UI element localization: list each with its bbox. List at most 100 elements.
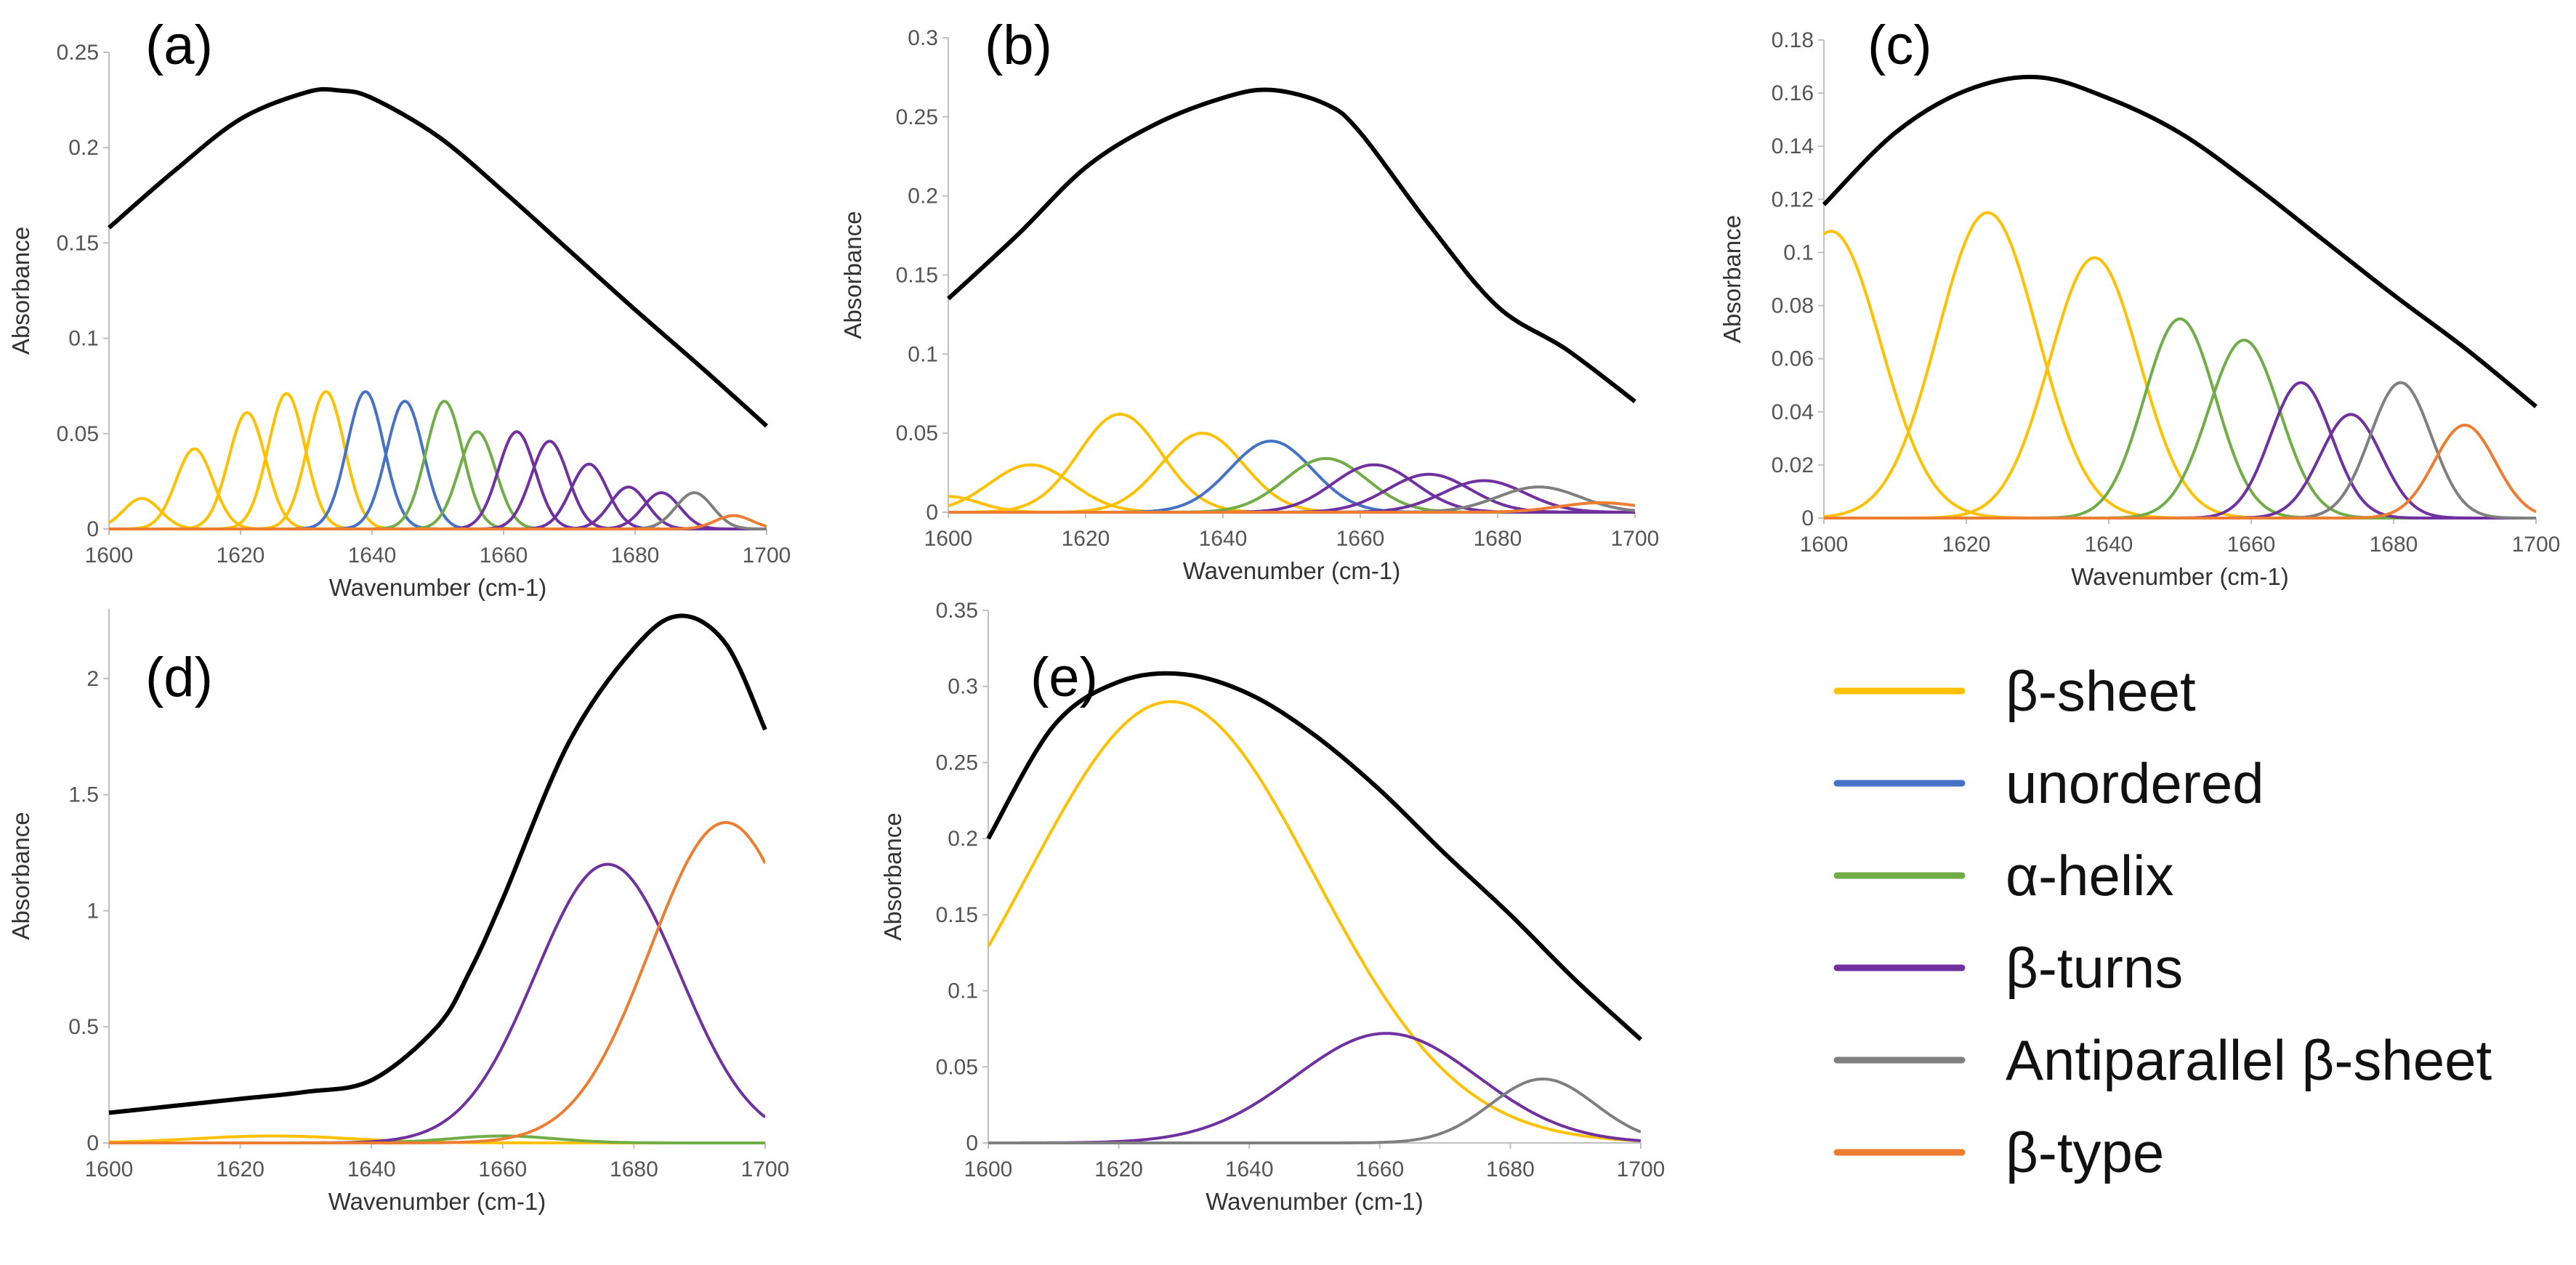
x-tick-label: 1600 (85, 543, 134, 567)
y-tick-label: 0.25 (936, 751, 978, 775)
x-tick-label: 1680 (1486, 1157, 1535, 1181)
x-tick-label: 1660 (480, 543, 528, 567)
chart-panel-b: 0 0.05 0.1 0.15 0.2 0.25 0.3 1600 1620 1640 1660 16… (839, 15, 1659, 584)
total-spectrum-curve (1822, 74, 2537, 408)
panel-label: (d) (145, 647, 213, 708)
component-curve-alpha-helix (1824, 317, 2536, 520)
component-curve-beta-type (1824, 424, 2536, 520)
x-axis-label: Wavenumber (cm-1) (328, 1188, 546, 1215)
x-tick-label: 1640 (2085, 533, 2133, 557)
x-tick-label: 1700 (743, 543, 791, 567)
y-tick-label: 0.18 (1772, 28, 1814, 52)
total-spectrum-curve (108, 86, 769, 428)
legend-item: β-sheet (1833, 659, 2196, 723)
y-tick-label: 0.3 (948, 675, 978, 699)
panel-label: (c) (1868, 15, 1932, 76)
x-tick-label: 1640 (1225, 1157, 1274, 1181)
legend-label: β-sheet (2006, 659, 2196, 723)
x-tick-label: 1620 (1094, 1157, 1143, 1181)
series-group (109, 820, 765, 1144)
x-tick-label: 1620 (216, 1157, 265, 1181)
x-tick-label: 1700 (2512, 533, 2561, 557)
component-curve-antiparallel (988, 1077, 1641, 1144)
component-curve-beta-type (109, 514, 767, 530)
x-tick-label: 1680 (2370, 533, 2418, 557)
y-tick-label: 1 (86, 899, 99, 923)
x-tick-label: 1700 (1611, 527, 1660, 551)
y-tick-label: 0.15 (57, 231, 99, 255)
series-group (948, 412, 1635, 514)
y-tick-label: 0.05 (57, 422, 99, 446)
x-axis-label: Wavenumber (cm-1) (1206, 1188, 1424, 1215)
component-curve-beta-sheet (988, 700, 1641, 1143)
legend-item: unordered (1833, 751, 2264, 815)
x-tick-label: 1620 (217, 543, 265, 567)
y-tick-label: 0 (966, 1131, 978, 1155)
y-tick-label: 0.05 (936, 1055, 978, 1079)
x-tick-label: 1680 (611, 543, 660, 567)
y-tick-label: 0.35 (936, 599, 978, 623)
y-axis-label: Absorbance (7, 812, 34, 939)
y-tick-label: 0.1 (948, 979, 978, 1003)
y-tick-label: 0.15 (896, 264, 938, 288)
legend-item: β-turns (1833, 936, 2183, 1000)
component-curve-unordered (948, 439, 1635, 514)
y-tick-label: 0.25 (57, 41, 99, 65)
legend: β-sheet unordered α-helix β-turns Antiparall… (1833, 659, 2492, 1184)
x-tick-label: 1680 (610, 1157, 658, 1181)
component-curve-beta-sheet (109, 411, 767, 530)
component-curve-beta-type (948, 501, 1635, 514)
x-tick-label: 1700 (741, 1157, 790, 1181)
series-group (1824, 211, 2536, 520)
y-tick-label: 0.02 (1772, 453, 1814, 477)
legend-item: Antiparallel β-sheet (1833, 1028, 2492, 1092)
component-curve-beta-type (109, 820, 765, 1144)
y-tick-label: 0.25 (896, 105, 938, 129)
total-spectrum-curve (946, 87, 1636, 403)
y-tick-label: 0.12 (1772, 187, 1814, 211)
y-tick-label: 0.1 (908, 342, 938, 366)
y-tick-label: 0.14 (1772, 134, 1814, 158)
x-axis-label: Wavenumber (cm-1) (1183, 557, 1401, 584)
y-tick-label: 0.04 (1772, 400, 1814, 424)
panel-label: (e) (1030, 647, 1098, 708)
y-tick-label: 0.1 (68, 327, 99, 351)
x-tick-label: 1640 (348, 543, 397, 567)
legend-item: α-helix (1833, 844, 2174, 908)
y-tick-label: 0.08 (1772, 294, 1814, 318)
component-curve-beta-sheet (109, 392, 767, 530)
total-spectrum-curve (108, 613, 767, 1115)
y-tick-label: 0.15 (936, 903, 978, 927)
legend-label: β-type (2006, 1120, 2164, 1184)
x-tick-label: 1660 (1336, 527, 1385, 551)
x-tick-label: 1600 (1800, 533, 1849, 557)
panel-label: (b) (985, 15, 1052, 76)
x-tick-label: 1680 (1474, 527, 1522, 551)
x-tick-label: 1620 (1942, 533, 1991, 557)
y-axis-label: Absorbance (839, 211, 866, 339)
y-tick-label: 1.5 (68, 783, 99, 807)
x-tick-label: 1600 (964, 1157, 1013, 1181)
y-axis-label: Absorbance (7, 227, 34, 355)
component-curve-antiparallel (1824, 381, 2536, 520)
chart-panel-d: 0 0.5 1 1.5 2 1600 1620 1640 1660 1680 1700 Wavenum… (7, 609, 789, 1215)
component-curve-beta-turns (948, 479, 1635, 514)
y-tick-label: 0.1 (1783, 241, 1814, 264)
y-tick-label: 0.16 (1772, 81, 1814, 105)
y-tick-label: 0.2 (948, 827, 978, 851)
x-tick-label: 1660 (1355, 1157, 1404, 1181)
y-tick-label: 0.3 (908, 26, 938, 50)
panel-label: (a) (145, 15, 213, 76)
component-curve-beta-turns (1824, 381, 2536, 520)
x-tick-label: 1600 (924, 527, 973, 551)
y-tick-label: 2 (86, 667, 99, 691)
x-tick-label: 1640 (1199, 527, 1248, 551)
chart-panel-c: 0 0.02 0.04 0.06 0.08 0.1 0.12 0.14 0.16 0.18 1600… (1719, 15, 2560, 590)
x-axis-label: Wavenumber (cm-1) (2071, 563, 2289, 590)
legend-label: unordered (2006, 751, 2264, 815)
legend-label: Antiparallel β-sheet (2006, 1028, 2492, 1092)
y-axis-label: Absorbance (879, 812, 906, 940)
chart-panel-a: 0 0.05 0.1 0.15 0.2 0.25 1600 1620 1640 1660 1680 1… (7, 15, 791, 601)
x-tick-label: 1700 (1617, 1157, 1665, 1181)
